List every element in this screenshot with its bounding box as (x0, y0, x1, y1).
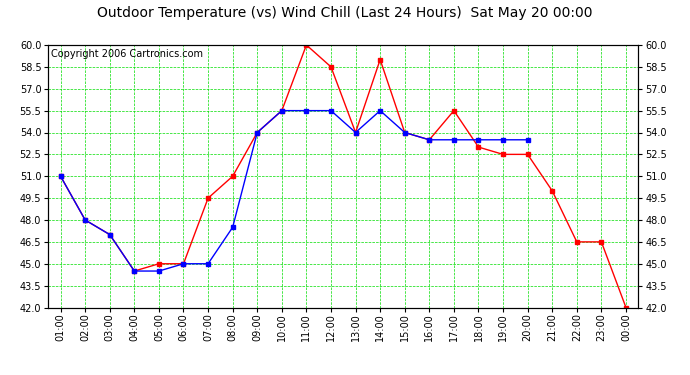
Text: Outdoor Temperature (vs) Wind Chill (Last 24 Hours)  Sat May 20 00:00: Outdoor Temperature (vs) Wind Chill (Las… (97, 6, 593, 20)
Text: Copyright 2006 Cartronics.com: Copyright 2006 Cartronics.com (51, 49, 204, 59)
